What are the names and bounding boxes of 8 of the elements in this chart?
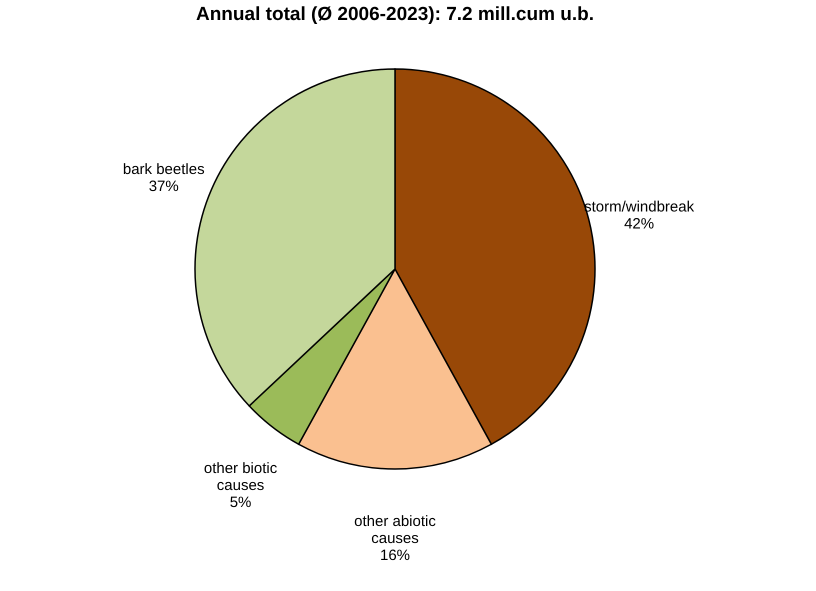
data-label: 37% <box>148 178 179 195</box>
data-label: 5% <box>230 494 252 512</box>
chart-title: Annual total (Ø 2006-2023): 7.2 mill.cum u.b. <box>196 4 594 25</box>
data-label: 42% <box>624 215 654 232</box>
slice-label: other abiotic causes <box>354 513 436 547</box>
data-label: 16% <box>380 547 410 564</box>
slice-label: other biotic causes <box>204 460 278 494</box>
slice-label: bark beetles <box>122 160 205 178</box>
